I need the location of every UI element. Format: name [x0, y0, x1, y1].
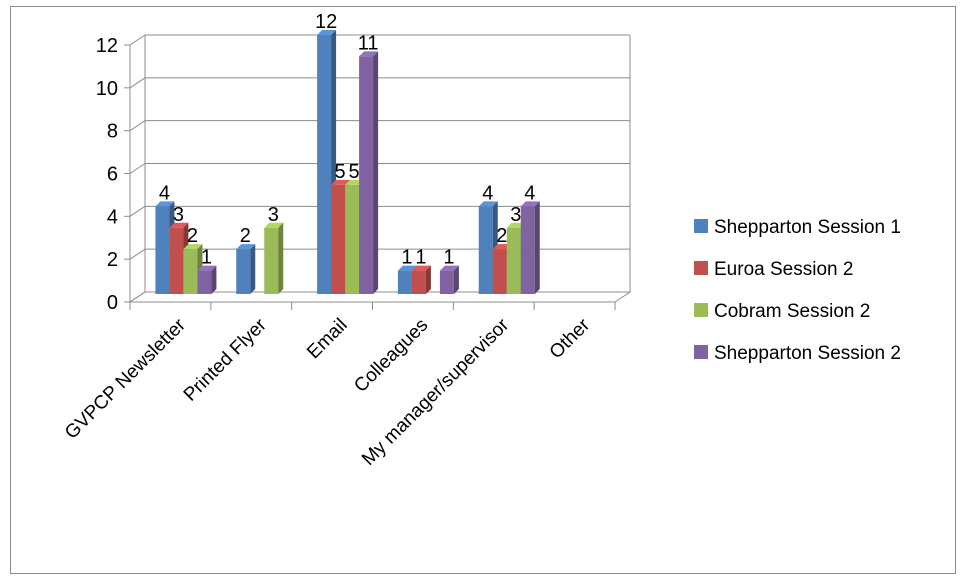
legend: Shepparton Session 1 Euroa Session 2 Cobra… — [694, 217, 901, 364]
legend-item: Cobram Session 2 — [694, 301, 870, 322]
y-tick-label: 6 — [107, 164, 118, 186]
data-label: 2 — [187, 225, 198, 247]
side-gridline-8 — [129, 120, 146, 132]
data-label: 3 — [173, 204, 184, 226]
side-gridline-6 — [129, 163, 146, 174]
legend-label: Shepparton Session 1 — [714, 217, 901, 238]
data-label: 12 — [315, 11, 337, 33]
data-label: 1 — [443, 247, 454, 269]
y-tick-label: 8 — [107, 121, 118, 143]
data-label: 3 — [510, 204, 521, 226]
legend-item: Shepparton Session 2 — [694, 343, 901, 364]
legend-swatch — [694, 219, 708, 233]
data-label: 4 — [482, 182, 493, 204]
data-label: 1 — [401, 247, 412, 269]
legend-swatch — [694, 303, 708, 317]
legend-swatch — [694, 345, 708, 359]
bar — [236, 244, 256, 294]
bar — [520, 201, 540, 294]
bar — [411, 265, 431, 294]
data-label: 4 — [159, 182, 170, 204]
y-tick-label: 12 — [96, 35, 118, 57]
side-gridline-4 — [129, 205, 146, 217]
data-label: 5 — [349, 161, 360, 183]
bar — [264, 222, 284, 294]
y-tick-label: 10 — [96, 78, 118, 100]
y-tick-label: 2 — [107, 249, 118, 271]
legend-item: Euroa Session 2 — [694, 259, 853, 280]
legend-item: Shepparton Session 1 — [694, 217, 901, 238]
data-label: 5 — [335, 161, 346, 183]
bar — [439, 265, 459, 294]
legend-label: Euroa Session 2 — [714, 259, 853, 280]
data-label: 11 — [358, 32, 379, 54]
side-gridline-10 — [129, 77, 146, 89]
side-gridline-12 — [129, 34, 146, 46]
data-label: 2 — [496, 225, 507, 247]
data-label: 2 — [240, 225, 251, 247]
gridlines — [128, 34, 632, 303]
data-label: 3 — [268, 204, 279, 226]
data-label: 1 — [201, 247, 212, 269]
legend-label: Cobram Session 2 — [714, 301, 870, 322]
data-label: 4 — [524, 182, 535, 204]
legend-label: Shepparton Session 2 — [714, 343, 901, 364]
data-label: 1 — [415, 247, 426, 269]
bar — [197, 265, 217, 294]
side-gridline-2 — [129, 248, 146, 260]
legend-swatch — [694, 261, 708, 275]
bars — [155, 30, 540, 294]
y-tick-label: 0 — [107, 292, 118, 314]
y-tick-label: 4 — [107, 206, 118, 228]
bar — [359, 51, 379, 294]
